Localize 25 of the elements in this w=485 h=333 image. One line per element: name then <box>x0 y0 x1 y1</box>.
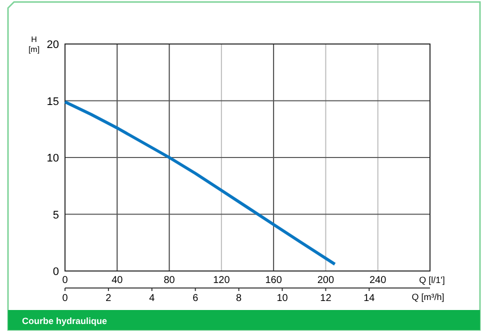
x2-tick-label: 6 <box>192 293 199 304</box>
x-tick-label: 240 <box>370 275 387 286</box>
x-tick-label: 200 <box>317 275 334 286</box>
x-tick-label: 0 <box>62 275 68 286</box>
x2-tick-label: 8 <box>236 293 242 304</box>
y-tick-label: 0 <box>52 266 59 278</box>
line-series <box>64 100 336 266</box>
x2-tick-label: 12 <box>320 293 332 304</box>
y-tick-label: 5 <box>52 209 59 222</box>
y-axis-title: H [m] <box>28 35 40 54</box>
x-tick-label: 80 <box>164 275 176 286</box>
x2-tick-label: 14 <box>364 293 376 304</box>
x2-tick-label: 0 <box>62 293 68 304</box>
x-axis-title: Q [l/1'] <box>419 275 445 285</box>
x-tick-label: 40 <box>112 275 124 286</box>
x2-axis-title: Q [m³/h] <box>412 292 444 302</box>
x2-tick-label: 2 <box>106 293 112 304</box>
x2-tick-label: 10 <box>276 293 288 304</box>
x2-tick-label: 4 <box>149 293 156 304</box>
y-tick-label: 20 <box>46 39 59 51</box>
y-tick-label: 10 <box>46 152 59 164</box>
y-tick-label: 15 <box>46 96 59 108</box>
text: Courbe hydraulique <box>22 316 108 326</box>
x-tick-label: 120 <box>213 275 230 286</box>
x-tick-label: 160 <box>265 275 282 286</box>
